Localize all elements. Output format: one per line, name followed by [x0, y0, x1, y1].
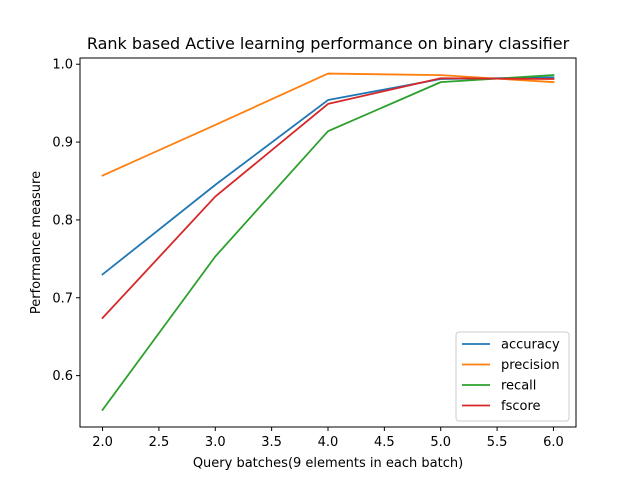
y-tick-label: 0.6	[52, 369, 73, 384]
series-lines	[101, 72, 555, 412]
legend: accuracy precision recall fscore	[455, 331, 570, 422]
y-tick-label: 0.7	[52, 291, 73, 306]
y-axis: 0.6 0.7 0.8 0.9 1.0	[52, 58, 80, 384]
series-line-recall	[101, 74, 555, 412]
legend-label-recall: recall	[501, 379, 536, 394]
x-axis-label: Query batches(9 elements in each batch)	[193, 456, 463, 471]
legend-label-fscore: fscore	[501, 399, 541, 414]
x-tick-label: 2.0	[92, 435, 113, 450]
x-tick-label: 6.0	[543, 435, 564, 450]
y-axis-label: Performance measure	[29, 171, 44, 314]
x-tick-label: 4.0	[318, 435, 339, 450]
legend-box	[455, 331, 570, 422]
x-tick-label: 2.5	[149, 435, 170, 450]
x-tick-label: 4.5	[374, 435, 395, 450]
legend-label-accuracy: accuracy	[501, 338, 560, 353]
y-tick-label: 0.8	[52, 213, 73, 228]
series-line-fscore	[101, 77, 555, 320]
y-tick-label: 0.9	[52, 136, 73, 151]
y-tick-label: 1.0	[52, 58, 73, 73]
x-tick-label: 3.5	[261, 435, 282, 450]
x-tick-label: 5.5	[487, 435, 508, 450]
chart-title: Rank based Active learning performance o…	[87, 34, 570, 53]
x-axis: 2.0 2.5 3.0 3.5 4.0 4.5 5.0 5.5 6.0	[92, 427, 564, 450]
x-tick-label: 5.0	[430, 435, 451, 450]
series-line-precision	[101, 72, 555, 177]
legend-label-precision: precision	[501, 358, 560, 373]
x-tick-label: 3.0	[205, 435, 226, 450]
